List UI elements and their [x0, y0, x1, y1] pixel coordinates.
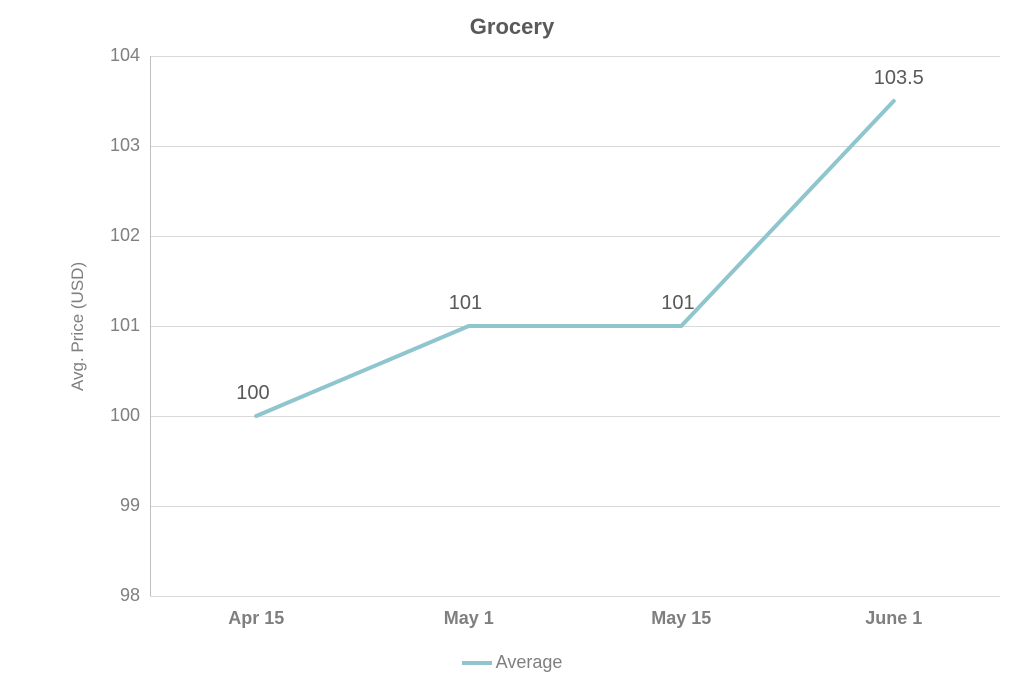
gridline: [150, 326, 1000, 327]
data-point-label: 101: [449, 292, 482, 315]
y-tick-label: 98: [90, 585, 140, 606]
y-tick-label: 102: [90, 225, 140, 246]
gridline: [150, 56, 1000, 57]
y-tick-label: 101: [90, 315, 140, 336]
x-tick-label: June 1: [824, 608, 964, 629]
data-point-label: 101: [661, 292, 694, 315]
y-tick-label: 100: [90, 405, 140, 426]
line-chart: Grocery Avg. Price (USD) 98 99 100 101 102 10…: [0, 0, 1024, 692]
x-tick-label: May 15: [611, 608, 751, 629]
data-point-label: 100: [236, 382, 269, 405]
data-point-label: 103.5: [874, 67, 924, 90]
gridline: [150, 146, 1000, 147]
gridline: [150, 506, 1000, 507]
y-tick-label: 99: [90, 495, 140, 516]
gridline: [150, 416, 1000, 417]
chart-legend: Average: [0, 652, 1024, 673]
gridline: [150, 236, 1000, 237]
legend-swatch: [462, 661, 492, 665]
y-tick-label: 103: [90, 135, 140, 156]
y-tick-label: 104: [90, 45, 140, 66]
legend-label: Average: [496, 652, 563, 673]
chart-line-series: [0, 0, 1024, 692]
y-axis-label: Avg. Price (USD): [68, 262, 88, 391]
gridline: [150, 596, 1000, 597]
x-tick-label: Apr 15: [186, 608, 326, 629]
chart-title: Grocery: [0, 14, 1024, 40]
y-axis-line: [150, 56, 151, 596]
x-tick-label: May 1: [399, 608, 539, 629]
